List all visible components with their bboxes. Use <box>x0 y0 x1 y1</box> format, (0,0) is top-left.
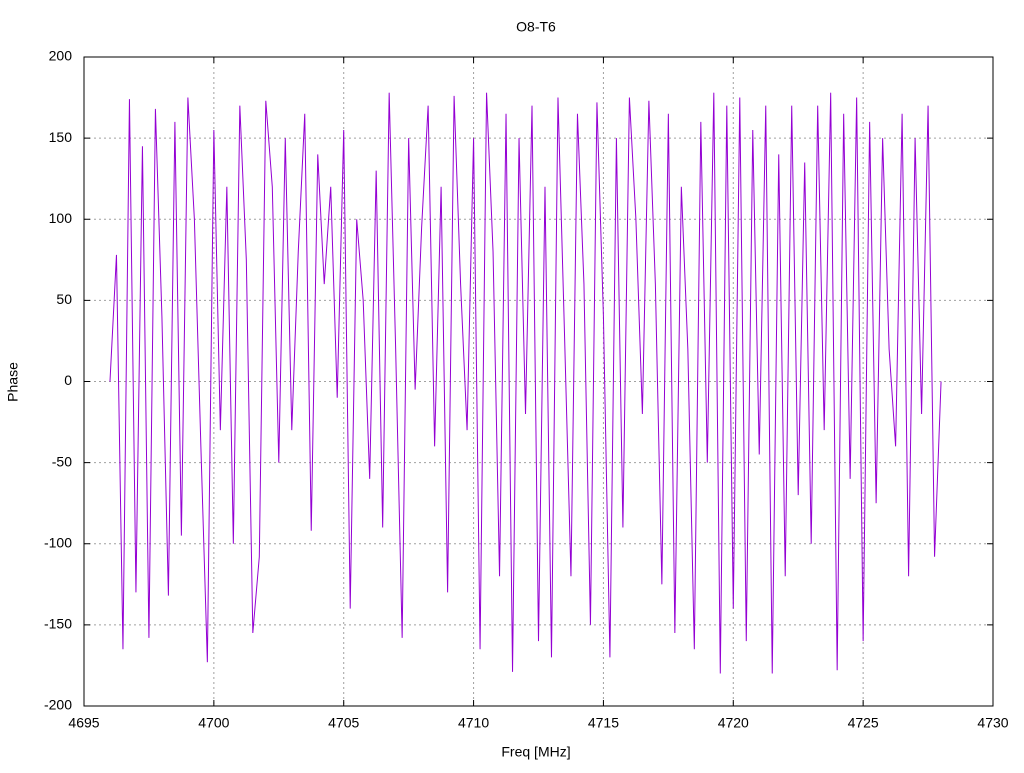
x-tick-label: 4710 <box>458 715 489 731</box>
y-tick-label: 50 <box>56 291 72 307</box>
y-tick-label: 0 <box>64 372 72 388</box>
x-tick-label: 4720 <box>718 715 749 731</box>
plot-frame <box>83 56 994 707</box>
x-tick-label: 4700 <box>198 715 229 731</box>
y-tick-label: -200 <box>44 697 72 713</box>
chart-title: O8-T6 <box>516 19 556 35</box>
x-axis-label: Freq [MHz] <box>501 744 570 760</box>
y-tick-label: 200 <box>49 48 73 64</box>
x-tick-label: 4705 <box>328 715 359 731</box>
x-tick-label: 4695 <box>68 715 99 731</box>
x-tick-label: 4730 <box>977 715 1008 731</box>
y-tick-label: -150 <box>44 616 72 632</box>
y-tick-label: -100 <box>44 534 72 550</box>
y-axis-label: Phase <box>5 362 21 402</box>
y-tick-label: -50 <box>52 453 72 469</box>
y-tick-label: 150 <box>49 129 73 145</box>
data-line <box>109 92 942 674</box>
x-tick-label: 4725 <box>848 715 879 731</box>
x-tick-label: 4715 <box>588 715 619 731</box>
y-tick-label: 100 <box>49 210 73 226</box>
